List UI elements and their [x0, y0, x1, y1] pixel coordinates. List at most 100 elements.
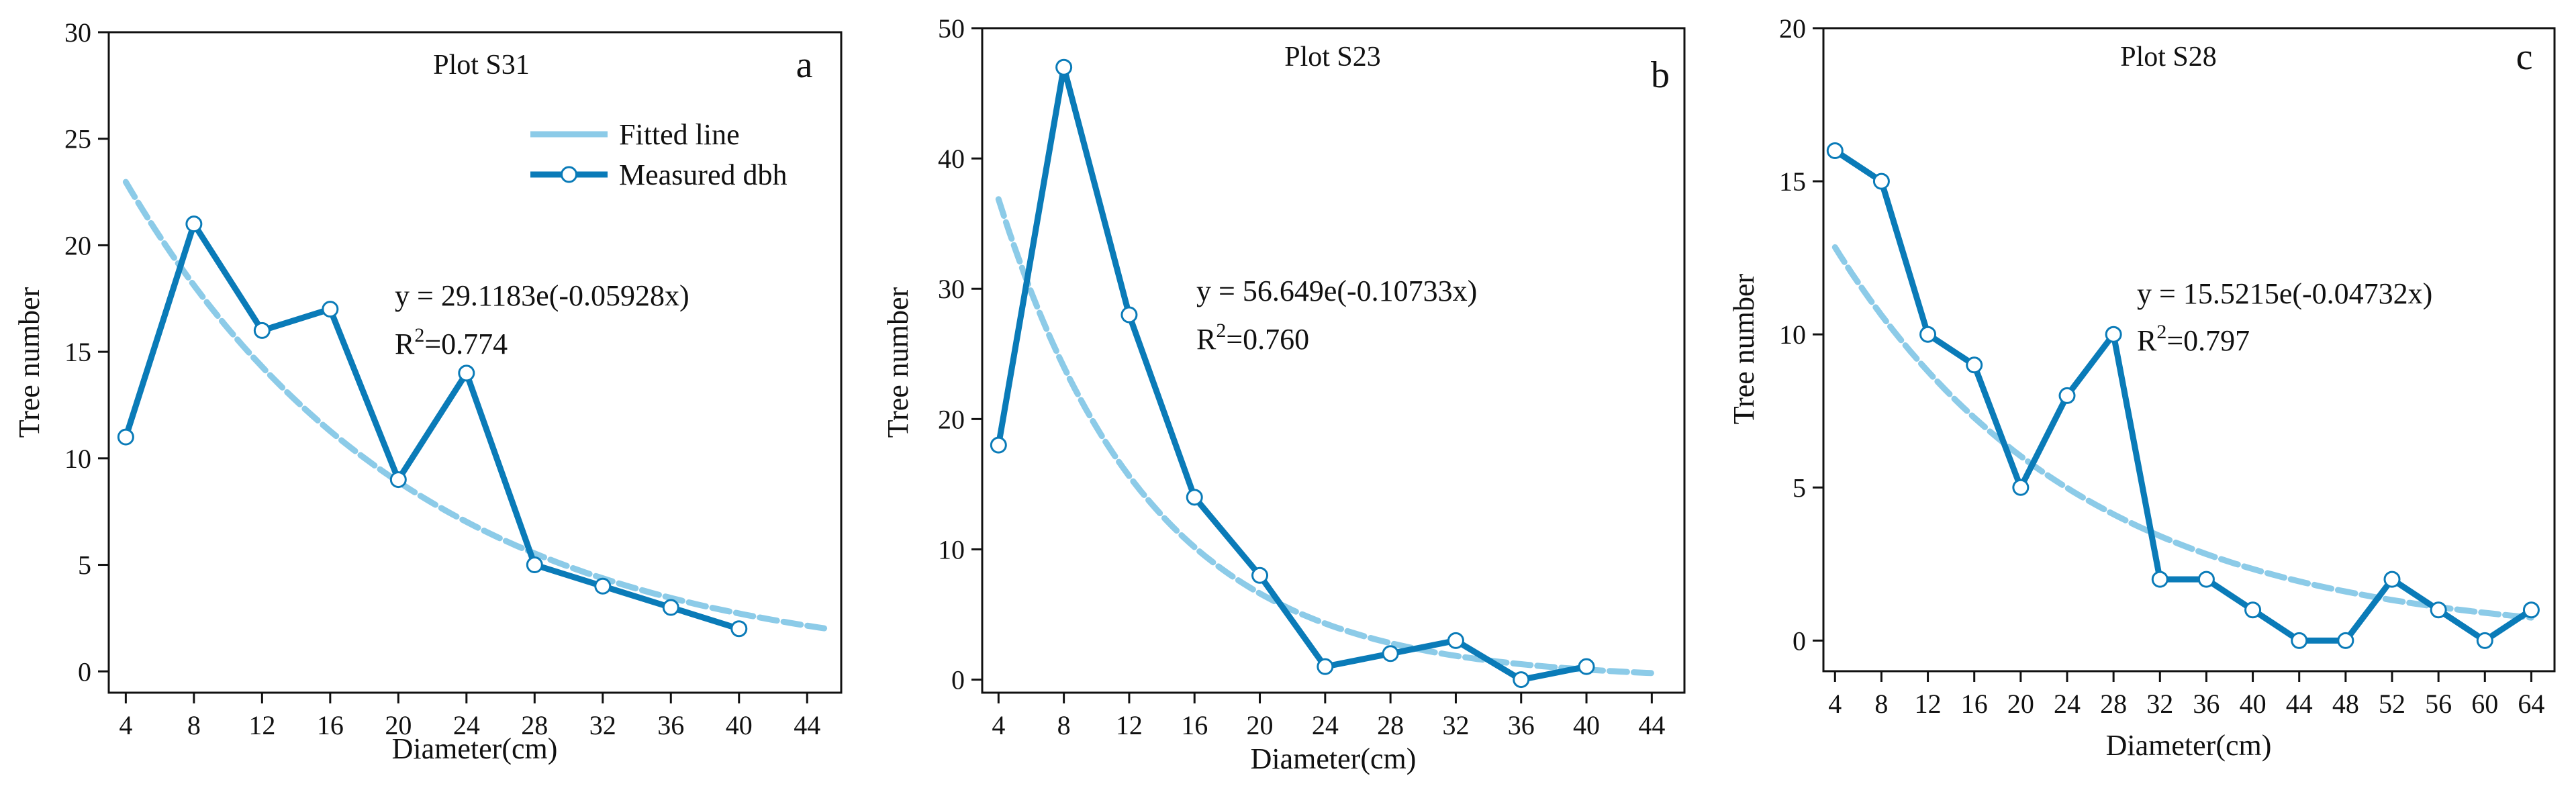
- plot-title: Plot S28: [2120, 42, 2217, 72]
- x-tick-label: 32: [1442, 710, 1469, 740]
- data-point: [2244, 601, 2262, 619]
- data-point: [2476, 632, 2493, 649]
- r-squared: R2=0.797: [2137, 321, 2250, 357]
- data-point: [526, 556, 543, 574]
- plot-title: Plot S23: [1284, 42, 1381, 72]
- x-tick-label: 64: [2518, 689, 2544, 719]
- x-tick-label: 8: [1874, 689, 1888, 719]
- y-tick-label: 20: [64, 230, 91, 260]
- x-tick-label: 52: [2379, 689, 2405, 719]
- data-point: [2291, 632, 2308, 649]
- fit-equation: y = 15.5215e(-0.04732x): [2137, 277, 2432, 310]
- data-point: [2430, 601, 2447, 619]
- panel-letter: a: [796, 44, 813, 86]
- plot-title: Plot S31: [433, 50, 530, 81]
- panel-letter: c: [2516, 36, 2533, 78]
- y-tick-label: 30: [938, 274, 965, 304]
- data-point: [594, 577, 612, 595]
- x-tick-label: 4: [1828, 689, 1842, 719]
- data-point: [185, 215, 203, 233]
- fitted-line: [122, 179, 828, 632]
- measured-line: [1833, 148, 2533, 644]
- legend-fitted-label: Fitted line: [619, 118, 740, 151]
- data-point: [1186, 489, 1203, 506]
- data-point: [730, 620, 748, 638]
- panel-letter: b: [1651, 54, 1670, 96]
- plot-frame: [981, 27, 1686, 694]
- x-tick-label: 44: [1638, 710, 1665, 740]
- data-point: [1251, 566, 1269, 584]
- x-tick-label: 20: [1247, 710, 1274, 740]
- data-point: [1872, 172, 1890, 190]
- x-tick-label: 12: [248, 710, 275, 740]
- data-point: [2058, 387, 2076, 404]
- x-tick-label: 12: [1915, 689, 1942, 719]
- y-axis-title: Tree number: [881, 287, 914, 438]
- r2-symbol: R: [395, 328, 415, 360]
- x-tick-label: 48: [2332, 689, 2359, 719]
- x-tick-label: 16: [1181, 710, 1208, 740]
- data-point: [2105, 326, 2122, 343]
- data-point: [1317, 658, 1334, 675]
- y-tick-label: 5: [78, 550, 91, 581]
- r-squared: R2=0.774: [395, 324, 508, 360]
- fit-equation: y = 56.649e(-0.10733x): [1196, 275, 1477, 307]
- r2-value: =0.760: [1226, 323, 1309, 356]
- data-point: [2151, 571, 2168, 588]
- r2-symbol: R: [2137, 324, 2157, 357]
- x-tick-label: 12: [1116, 710, 1143, 740]
- x-tick-label: 16: [317, 710, 344, 740]
- fitted-line: [995, 196, 1655, 677]
- x-tick-label: 44: [794, 710, 820, 740]
- y-tick-label: 40: [938, 144, 965, 174]
- x-axis-title: Diameter(cm): [392, 732, 558, 765]
- measured-line: [995, 64, 1587, 683]
- y-axis-title: Tree number: [13, 287, 46, 438]
- y-tick-label: 5: [1793, 473, 1806, 503]
- x-tick-label: 24: [1312, 710, 1339, 740]
- x-tick-label: 36: [2193, 689, 2220, 719]
- x-tick-label: 28: [521, 710, 548, 740]
- y-tick-label: 10: [64, 444, 91, 474]
- x-tick-label: 16: [1961, 689, 1988, 719]
- y-tick-label: 50: [938, 13, 965, 44]
- data-point: [1966, 356, 1983, 374]
- data-point: [2522, 601, 2540, 619]
- x-tick-label: 4: [992, 710, 1005, 740]
- x-tick-label: 36: [657, 710, 684, 740]
- x-tick-label: 56: [2425, 689, 2452, 719]
- data-point: [253, 322, 271, 339]
- x-tick-label: 24: [2054, 689, 2081, 719]
- r2-superscript: 2: [414, 324, 424, 346]
- x-tick-label: 40: [2240, 689, 2267, 719]
- x-axis-title: Diameter(cm): [1251, 742, 1417, 775]
- y-tick-label: 10: [1779, 319, 1806, 350]
- data-point: [2012, 479, 2030, 496]
- legend-measured-marker: [561, 166, 577, 183]
- data-point: [1919, 326, 1937, 343]
- fitted-line: [1831, 244, 2534, 621]
- data-point: [1447, 632, 1464, 649]
- y-tick-label: 15: [1779, 166, 1806, 197]
- data-point: [1826, 142, 1844, 159]
- x-tick-label: 20: [385, 710, 412, 740]
- data-point: [1055, 58, 1073, 76]
- x-tick-label: 60: [2471, 689, 2498, 719]
- x-tick-label: 32: [589, 710, 616, 740]
- data-point: [1120, 306, 1138, 324]
- data-point: [662, 599, 679, 616]
- y-tick-label: 30: [64, 17, 91, 48]
- y-tick-label: 20: [938, 404, 965, 434]
- data-point: [2337, 632, 2354, 649]
- y-tick-label: 20: [1779, 13, 1806, 44]
- x-tick-label: 40: [1573, 710, 1600, 740]
- x-tick-label: 8: [1057, 710, 1071, 740]
- panel-a: 4 8 12 16 20 24 28 32 36 40 44 0 5 10 15 20 25 30 Diameter…: [13, 17, 843, 765]
- data-point: [458, 364, 475, 382]
- x-tick-label: 8: [187, 710, 201, 740]
- data-point: [1382, 645, 1399, 662]
- x-tick-label: 36: [1508, 710, 1535, 740]
- legend-measured-label: Measured dbh: [619, 158, 788, 191]
- r2-superscript: 2: [1216, 319, 1226, 342]
